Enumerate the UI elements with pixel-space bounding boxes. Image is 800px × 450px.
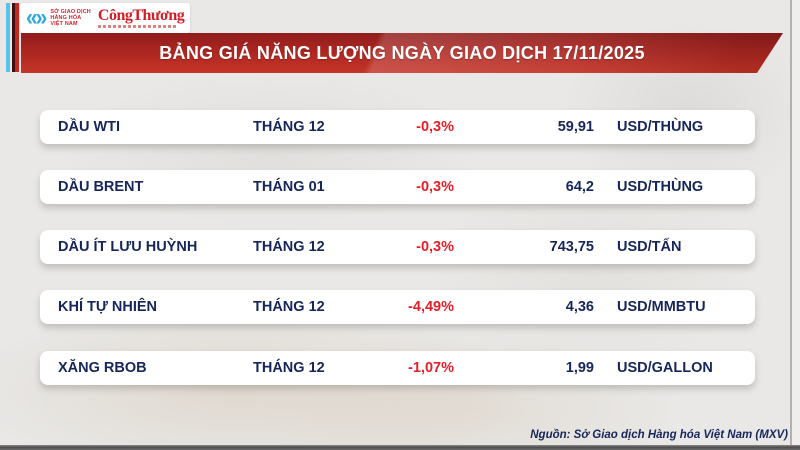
commodity-name: DẦU BRENT (58, 179, 144, 195)
commodity-name: DẦU WTI (58, 119, 121, 135)
contract-month: THÁNG 12 (253, 360, 325, 376)
mxv-logo-text: SỞ GIAO DỊCH HÀNG HÓA VIỆT NAM (50, 9, 91, 27)
price-unit: USD/THÙNG (617, 179, 704, 195)
price-unit: USD/MMBTU (617, 299, 706, 315)
price-value: 4,36 (565, 299, 594, 315)
contract-month: THÁNG 12 (253, 119, 325, 135)
contract-month: THÁNG 12 (253, 239, 325, 255)
contract-month: THÁNG 01 (253, 179, 325, 195)
left-stripe-dark (12, 3, 15, 72)
congthuong-tagline-bar (97, 25, 176, 28)
percent-change: -0,3% (416, 179, 454, 195)
commodity-name: KHÍ TỰ NHIÊN (58, 299, 158, 315)
table-row: KHÍ TỰ NHIÊN THÁNG 12 -4,49% 4,36 USD/MM… (40, 290, 755, 324)
mxv-logo-icon: «» (26, 4, 47, 31)
left-stripe-red (15, 3, 19, 72)
price-value: 1,99 (565, 360, 594, 376)
table-row: XĂNG RBOB THÁNG 12 -1,07% 1,99 USD/GALLO… (40, 351, 755, 385)
contract-month: THÁNG 12 (253, 299, 325, 315)
mxv-line3: VIỆT NAM (50, 21, 78, 27)
price-value: 59,91 (557, 119, 594, 135)
mxv-line2: HÀNG HÓA (50, 15, 82, 21)
price-unit: USD/THÙNG (617, 119, 704, 135)
price-value: 743,75 (549, 239, 594, 255)
price-unit: USD/GALLON (617, 360, 713, 376)
price-unit: USD/TẤN (617, 239, 682, 255)
percent-change: -4,49% (408, 299, 454, 315)
watermark-blob (60, 70, 480, 230)
congthuong-logo: CôngThương (97, 7, 185, 28)
page-title: BẢNG GIÁ NĂNG LƯỢNG NGÀY GIAO DỊCH 17/11… (159, 42, 645, 63)
percent-change: -1,07% (408, 360, 454, 376)
table-row: DẦU BRENT THÁNG 01 -0,3% 64,2 USD/THÙNG (40, 170, 755, 204)
bottom-frame-bar (0, 445, 800, 450)
table-row: DẦU ÍT LƯU HUỲNH THÁNG 12 -0,3% 743,75 U… (40, 230, 755, 264)
right-margin (792, 0, 800, 446)
congthuong-logo-text: CôngThương (97, 7, 185, 24)
left-stripe-blue (6, 3, 10, 72)
title-banner: BẢNG GIÁ NĂNG LƯỢNG NGÀY GIAO DỊCH 17/11… (21, 33, 783, 73)
source-credit: Nguồn: Sở Giao dịch Hàng hóa Việt Nam (M… (530, 429, 788, 441)
percent-change: -0,3% (416, 119, 454, 135)
logo-card: «» SỞ GIAO DỊCH HÀNG HÓA VIỆT NAM CôngTh… (20, 3, 190, 33)
right-frame-line (790, 0, 792, 446)
table-row: DẦU WTI THÁNG 12 -0,3% 59,91 USD/THÙNG (40, 110, 755, 144)
price-value: 64,2 (565, 179, 594, 195)
commodity-name: XĂNG RBOB (58, 360, 147, 376)
commodity-name: DẦU ÍT LƯU HUỲNH (58, 239, 198, 255)
percent-change: -0,3% (416, 239, 454, 255)
mxv-line1: SỞ GIAO DỊCH (50, 9, 91, 15)
